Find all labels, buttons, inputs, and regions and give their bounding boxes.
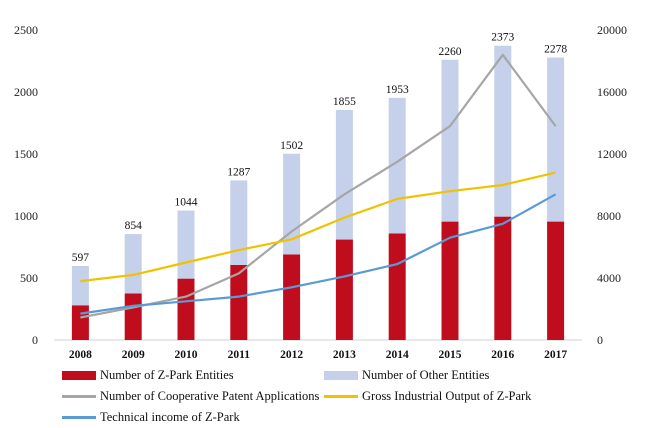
- right-axis: 0 4000 8000 12000 16000 20000: [597, 23, 627, 347]
- bar-z-park-entities: [177, 278, 195, 340]
- data-labels-layer: 597 854 1044 1287 1502 1855 1953 2260 2373 2278: [72, 32, 568, 264]
- bar-z-park-entities: [441, 221, 459, 340]
- x-axis-tick-label: 2013: [333, 349, 356, 361]
- legend-label: Technical income of Z-Park: [100, 410, 240, 424]
- right-axis-tick-label: 8000: [597, 209, 621, 223]
- legend-label: Number of Cooperative Patent Application…: [100, 389, 320, 403]
- legend-swatch-technical-income: [62, 416, 96, 419]
- x-axis-tick-label: 2015: [439, 349, 462, 361]
- line-gross-industrial-output-of-z-park: [80, 171, 556, 283]
- legend-swatch-other-entities: [324, 371, 358, 380]
- bar-other-entities: [335, 109, 353, 240]
- bar-other-entities: [71, 265, 89, 306]
- bar-other-entities: [230, 180, 248, 265]
- bars-layer: [71, 45, 565, 340]
- bar-other-entities: [177, 210, 195, 279]
- x-axis-tick-label: 2010: [175, 349, 198, 361]
- right-axis-tick-label: 20000: [597, 23, 627, 37]
- legend-label: Number of Other Entities: [362, 368, 490, 382]
- left-axis-tick-label: 2500: [14, 23, 38, 37]
- bar-z-park-entities: [71, 305, 89, 340]
- legend-swatch-industrial-output: [324, 395, 358, 398]
- x-axis-tick-label: 2016: [491, 349, 514, 361]
- x-axis-tick-label: 2017: [544, 349, 567, 361]
- left-axis-tick-label: 0: [32, 333, 38, 347]
- bar-z-park-entities: [494, 216, 512, 340]
- legend-item-technical-income: Technical income of Z-Park: [62, 410, 240, 425]
- left-axis-tick-label: 2000: [14, 85, 38, 99]
- bar-other-entities: [441, 59, 459, 222]
- legend-label: Number of Z-Park Entities: [100, 368, 234, 382]
- bar-other-entities: [547, 57, 565, 222]
- legend-item-other-entities: Number of Other Entities: [324, 368, 489, 383]
- legend-item-patent-applications: Number of Cooperative Patent Application…: [62, 389, 319, 404]
- legend-item-industrial-output: Gross Industrial Output of Z-Park: [324, 389, 531, 404]
- lines-layer: [80, 53, 557, 319]
- legend-item-z-park-entities: Number of Z-Park Entities: [62, 368, 234, 383]
- legend-swatch-z-park-entities: [62, 371, 96, 380]
- bar-z-park-entities: [388, 233, 406, 340]
- bar-total-label: 1044: [175, 197, 198, 209]
- bar-total-label: 2260: [439, 46, 462, 58]
- right-axis-tick-label: 12000: [597, 147, 627, 161]
- bar-z-park-entities: [335, 239, 353, 340]
- bar-total-label: 2278: [544, 44, 567, 56]
- legend-label: Gross Industrial Output of Z-Park: [362, 389, 532, 403]
- bar-z-park-entities: [230, 264, 248, 340]
- legend: Number of Z-Park Entities Number of Othe…: [62, 368, 622, 426]
- right-axis-tick-label: 4000: [597, 271, 621, 285]
- line-technical-income-of-z-park: [80, 193, 557, 315]
- bar-total-label: 1287: [227, 166, 250, 178]
- bar-z-park-entities: [547, 221, 565, 340]
- bar-total-label: 1502: [280, 140, 303, 152]
- bar-total-label: 854: [125, 220, 143, 232]
- right-axis-tick-label: 16000: [597, 85, 627, 99]
- bar-total-label: 1855: [333, 96, 356, 108]
- line-number-of-cooperative-patent-applications: [80, 53, 557, 319]
- left-axis-tick-label: 1000: [14, 209, 38, 223]
- bar-other-entities: [124, 234, 142, 294]
- bar-total-label: 2373: [491, 32, 514, 44]
- right-axis-tick-label: 0: [597, 333, 603, 347]
- left-axis: 0 500 1000 1500 2000 2500: [14, 23, 38, 347]
- x-axis-tick-label: 2011: [228, 349, 251, 361]
- bar-total-label: 597: [72, 252, 90, 264]
- x-axis-tick-label: 2012: [280, 349, 303, 361]
- x-axis-tick-label: 2009: [122, 349, 145, 361]
- x-axis-tick-label: 2008: [69, 349, 92, 361]
- x-axis-tick-label: 2014: [386, 349, 409, 361]
- bar-z-park-entities: [283, 254, 301, 340]
- bar-total-label: 1953: [386, 84, 409, 96]
- legend-swatch-patent-applications: [62, 395, 96, 398]
- left-axis-tick-label: 500: [20, 271, 38, 285]
- left-axis-tick-label: 1500: [14, 147, 38, 161]
- bar-other-entities: [494, 45, 512, 217]
- x-axis: 2008 2009 2010 2011 2012 2013 2014 2015 2016 2017: [54, 339, 582, 361]
- bar-z-park-entities: [124, 293, 142, 340]
